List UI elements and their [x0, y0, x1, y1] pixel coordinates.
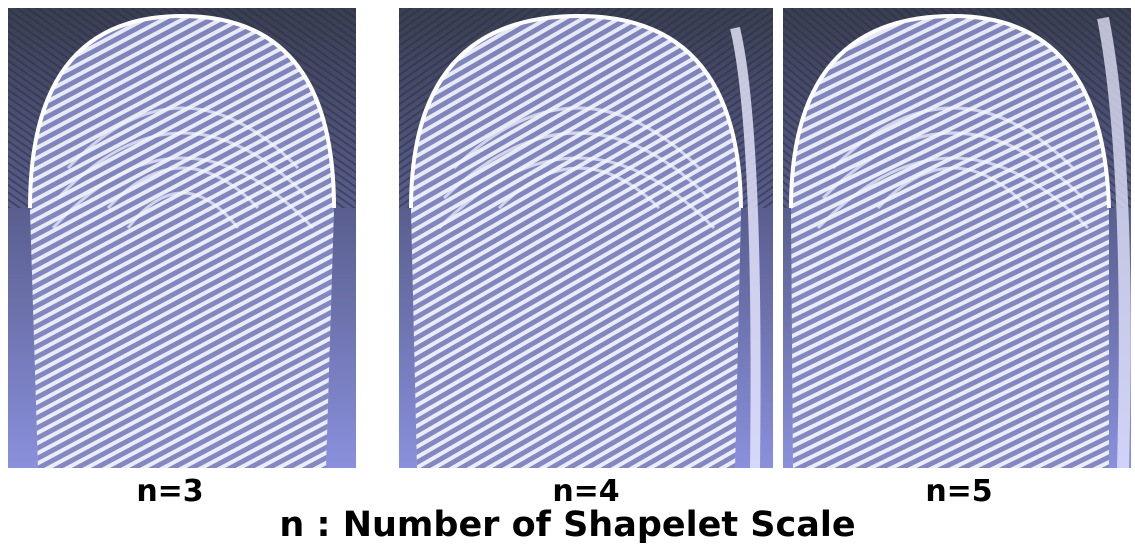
fingerprint-image-n3 [8, 8, 356, 468]
panel-label-n5: n=5 [925, 474, 993, 509]
fingerprint-image-n5 [783, 8, 1131, 468]
fingerprint-image-n4 [399, 8, 773, 468]
panel-label-n3: n=3 [136, 474, 204, 509]
figure-caption: n : Number of Shapelet Scale [279, 505, 856, 545]
fingerprint-render [783, 8, 1131, 468]
fingerprint-render [8, 8, 356, 468]
panel-label-n4: n=4 [552, 474, 620, 509]
fingerprint-render [399, 8, 773, 468]
